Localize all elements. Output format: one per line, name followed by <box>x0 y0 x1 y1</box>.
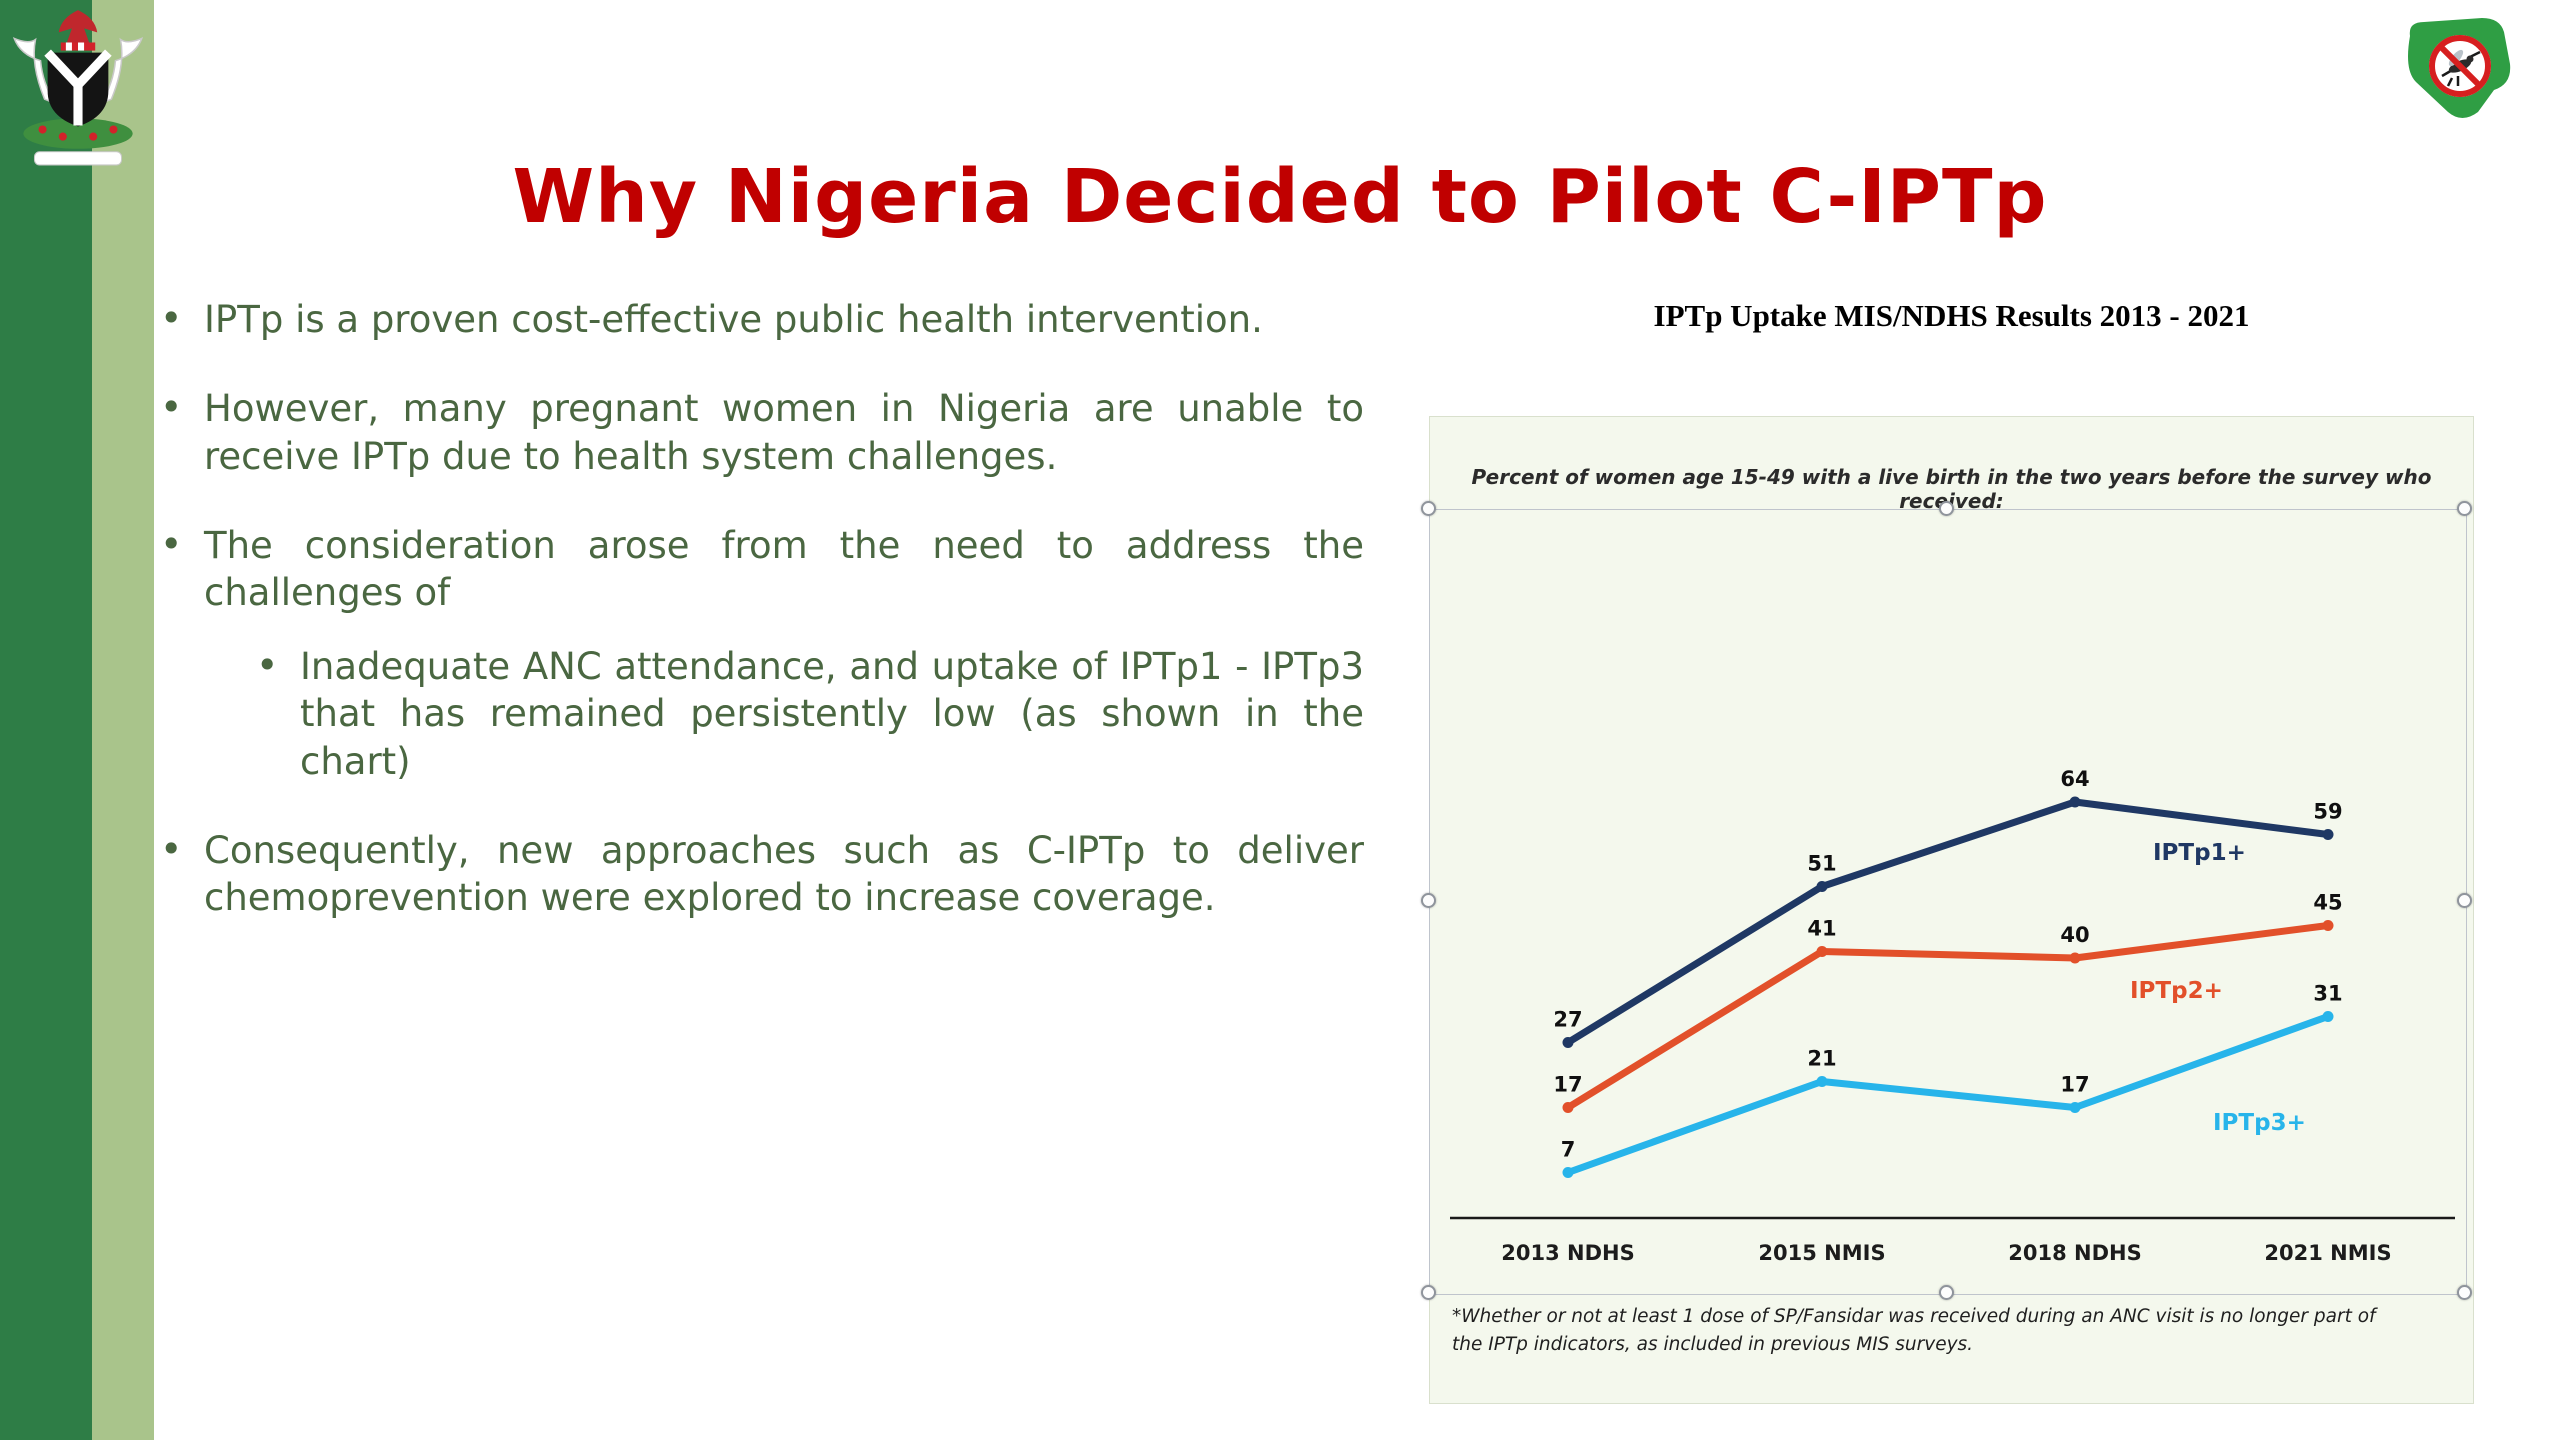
bullet-item: However, many pregnant women in Nigeria … <box>152 383 1364 480</box>
svg-text:40: 40 <box>2060 923 2089 947</box>
left-stripe-dark <box>0 0 92 1440</box>
svg-text:IPTp2+: IPTp2+ <box>2130 978 2223 1004</box>
svg-text:64: 64 <box>2060 767 2089 791</box>
bullet-text: Inadequate ANC attendance, and uptake of… <box>300 644 1364 783</box>
selection-handle[interactable] <box>1421 1285 1436 1300</box>
selection-handle[interactable] <box>1939 1285 1954 1300</box>
bullet-text: IPTp is a proven cost-effective public h… <box>204 298 1263 341</box>
svg-text:31: 31 <box>2313 982 2342 1006</box>
selection-handle[interactable] <box>1939 501 1954 516</box>
bullet-item: Consequently, new approaches such as C-I… <box>152 825 1364 922</box>
svg-text:2015 NMIS: 2015 NMIS <box>1758 1241 1885 1265</box>
selection-handle[interactable] <box>2457 1285 2472 1300</box>
svg-text:41: 41 <box>1807 917 1836 941</box>
bullet-subitem: Inadequate ANC attendance, and uptake of… <box>248 641 1364 785</box>
bullet-text: However, many pregnant women in Nigeria … <box>204 387 1364 478</box>
nigeria-coat-of-arms-icon[interactable] <box>2 2 154 170</box>
slide-title[interactable]: Why Nigeria Decided to Pilot C-IPTp <box>512 153 2048 240</box>
left-stripe-light <box>92 0 154 1440</box>
svg-text:IPTp1+: IPTp1+ <box>2153 840 2246 866</box>
svg-text:17: 17 <box>2060 1073 2089 1097</box>
selection-handle[interactable] <box>2457 501 2472 516</box>
svg-text:59: 59 <box>2313 800 2342 824</box>
bullet-text: Consequently, new approaches such as C-I… <box>204 828 1364 920</box>
svg-text:21: 21 <box>1807 1047 1836 1071</box>
svg-text:2021 NMIS: 2021 NMIS <box>2264 1241 2391 1265</box>
bullet-item: IPTp is a proven cost-effective public h… <box>152 294 1364 343</box>
bullet-item: The consideration arose from the need to… <box>152 520 1364 617</box>
line-chart[interactable]: 27 51 64 59 IPTp1+ 17 41 40 45 IPTp2+ 7 21 17 31 IPTp3… <box>1430 598 2475 1298</box>
selection-handle[interactable] <box>1421 501 1436 516</box>
svg-text:2018 NDHS: 2018 NDHS <box>2008 1241 2141 1265</box>
bullet-text: The consideration arose from the need to… <box>204 524 1364 615</box>
bullet-list[interactable]: IPTp is a proven cost-effective public h… <box>152 294 1364 964</box>
chart-footnote: *Whether or not at least 1 dose of SP/Fa… <box>1452 1306 2376 1355</box>
chart-panel[interactable]: Percent of women age 15-49 with a live b… <box>1429 416 2474 1404</box>
svg-text:17: 17 <box>1553 1073 1582 1097</box>
nmep-no-malaria-logo-icon[interactable] <box>2395 14 2525 126</box>
selection-handle[interactable] <box>2457 893 2472 908</box>
svg-text:51: 51 <box>1807 852 1836 876</box>
svg-text:45: 45 <box>2313 891 2342 915</box>
selection-handle[interactable] <box>1421 893 1436 908</box>
svg-text:2013 NDHS: 2013 NDHS <box>1501 1241 1634 1265</box>
svg-text:7: 7 <box>1561 1138 1576 1162</box>
svg-text:27: 27 <box>1553 1008 1582 1032</box>
chart-title: IPTp Uptake MIS/NDHS Results 2013 - 2021 <box>1653 298 2250 333</box>
svg-text:IPTp3+: IPTp3+ <box>2213 1110 2306 1136</box>
